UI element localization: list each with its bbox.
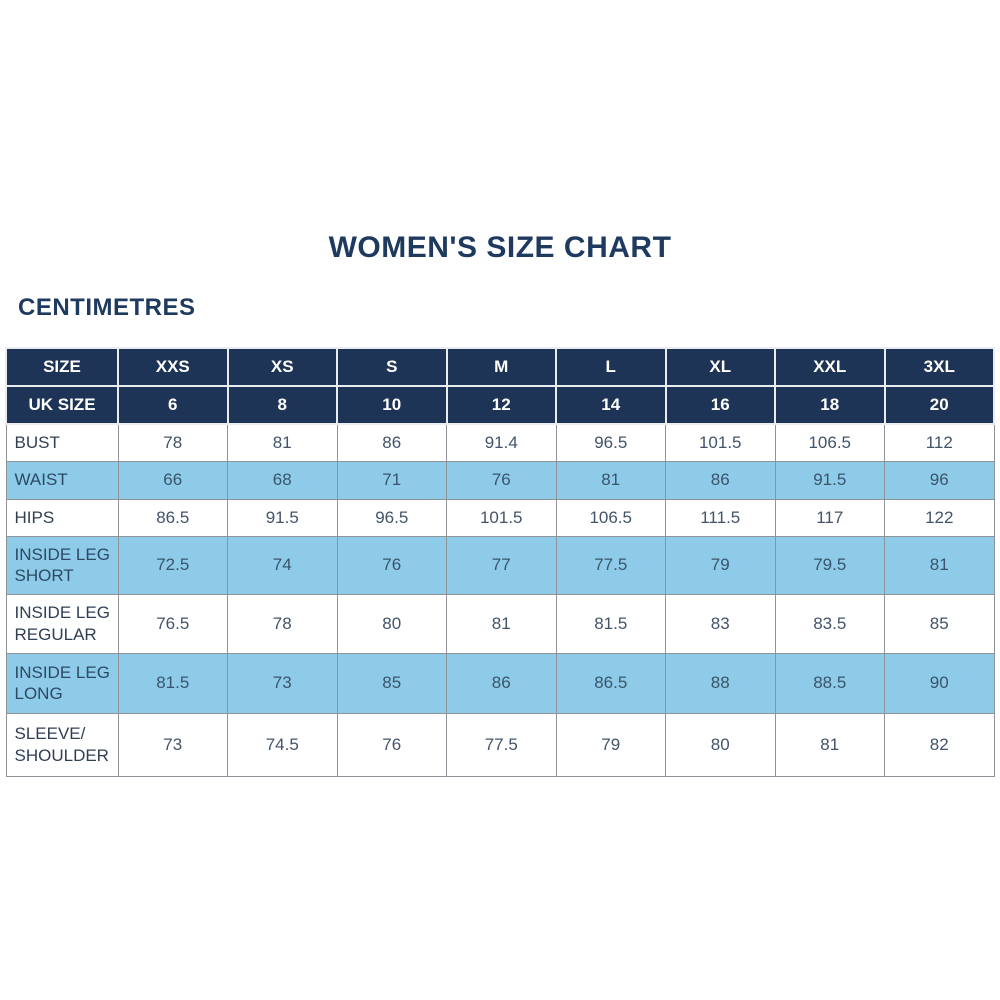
- row-label: INSIDE LEG LONG: [5, 652, 119, 714]
- cell-value: 85: [336, 652, 447, 714]
- cell-value: 106.5: [774, 423, 885, 462]
- cell-value: 101.5: [446, 498, 557, 537]
- cell-value: 81.5: [117, 652, 228, 714]
- size-col-xxl: XXL: [774, 347, 886, 387]
- cell-value: 76: [336, 712, 447, 777]
- uk-size-header-cell: UK SIZE: [5, 385, 119, 425]
- cell-value: 78: [117, 423, 228, 462]
- table-row-sleeve-shoulder: SLEEVE/​SHOULDER 73 74.5 76 77.5 79 80 8…: [5, 712, 995, 777]
- size-col-m: M: [445, 347, 557, 387]
- uk-size-value: 16: [664, 385, 776, 425]
- cell-value: 77.5: [555, 535, 666, 595]
- size-header-cell: SIZE: [5, 347, 119, 387]
- table-row-inside-leg-short: INSIDE LEG SHORT 72.5 74 76 77 77.5 79 7…: [5, 535, 995, 595]
- cell-value: 117: [774, 498, 885, 537]
- cell-value: 81: [884, 535, 995, 595]
- cell-value: 79: [555, 712, 666, 777]
- size-header-row: SIZE XXS XS S M L XL XXL 3XL: [5, 347, 995, 387]
- uk-size-value: 8: [226, 385, 338, 425]
- cell-value: 66: [117, 460, 228, 500]
- table-row-bust: BUST 78 81 86 91.4 96.5 101.5 106.5 112: [5, 423, 995, 462]
- row-label: SLEEVE/​SHOULDER: [5, 712, 119, 777]
- cell-value: 73: [227, 652, 338, 714]
- row-label: BUST: [5, 423, 119, 462]
- cell-value: 73: [117, 712, 228, 777]
- cell-value: 81.5: [555, 593, 666, 654]
- uk-size-header-row: UK SIZE 6 8 10 12 14 16 18 20: [5, 385, 995, 425]
- cell-value: 79.5: [774, 535, 885, 595]
- cell-value: 76.5: [117, 593, 228, 654]
- cell-value: 91.4: [446, 423, 557, 462]
- table-row-hips: HIPS 86.5 91.5 96.5 101.5 106.5 111.5 11…: [5, 498, 995, 537]
- uk-size-value: 12: [445, 385, 557, 425]
- size-chart-table: SIZE XXS XS S M L XL XXL 3XL UK SIZE 6 8…: [5, 347, 995, 777]
- cell-value: 86.5: [117, 498, 228, 537]
- uk-size-value: 10: [336, 385, 448, 425]
- cell-value: 82: [884, 712, 995, 777]
- cell-value: 81: [227, 423, 338, 462]
- cell-value: 79: [665, 535, 776, 595]
- cell-value: 76: [336, 535, 447, 595]
- cell-value: 96.5: [336, 498, 447, 537]
- row-label: WAIST: [5, 460, 119, 500]
- table-row-waist: WAIST 66 68 71 76 81 86 91.5 96: [5, 460, 995, 500]
- unit-label: CENTIMETRES: [18, 294, 196, 321]
- cell-value: 112: [884, 423, 995, 462]
- cell-value: 80: [336, 593, 447, 654]
- row-label: HIPS: [5, 498, 119, 537]
- uk-size-value: 6: [117, 385, 229, 425]
- size-col-xxs: XXS: [117, 347, 229, 387]
- cell-value: 76: [446, 460, 557, 500]
- size-col-xs: XS: [226, 347, 338, 387]
- cell-value: 91.5: [774, 460, 885, 500]
- cell-value: 80: [665, 712, 776, 777]
- cell-value: 78: [227, 593, 338, 654]
- cell-value: 71: [336, 460, 447, 500]
- cell-value: 122: [884, 498, 995, 537]
- cell-value: 81: [774, 712, 885, 777]
- cell-value: 74: [227, 535, 338, 595]
- cell-value: 81: [555, 460, 666, 500]
- cell-value: 106.5: [555, 498, 666, 537]
- cell-value: 74.5: [227, 712, 338, 777]
- cell-value: 85: [884, 593, 995, 654]
- cell-value: 88.5: [774, 652, 885, 714]
- cell-value: 83: [665, 593, 776, 654]
- cell-value: 91.5: [227, 498, 338, 537]
- row-label: INSIDE LEG SHORT: [5, 535, 119, 595]
- page-title: WOMEN'S SIZE CHART: [328, 231, 672, 264]
- size-col-l: L: [555, 347, 667, 387]
- cell-value: 96: [884, 460, 995, 500]
- cell-value: 77: [446, 535, 557, 595]
- cell-value: 86.5: [555, 652, 666, 714]
- uk-size-value: 14: [555, 385, 667, 425]
- cell-value: 88: [665, 652, 776, 714]
- cell-value: 72.5: [117, 535, 228, 595]
- cell-value: 86: [446, 652, 557, 714]
- size-col-3xl: 3XL: [883, 347, 995, 387]
- size-col-s: S: [336, 347, 448, 387]
- table-row-inside-leg-long: INSIDE LEG LONG 81.5 73 85 86 86.5 88 88…: [5, 652, 995, 714]
- cell-value: 81: [446, 593, 557, 654]
- cell-value: 83.5: [774, 593, 885, 654]
- cell-value: 101.5: [665, 423, 776, 462]
- cell-value: 68: [227, 460, 338, 500]
- table-row-inside-leg-regular: INSIDE LEG REGULAR 76.5 78 80 81 81.5 83…: [5, 593, 995, 654]
- cell-value: 77.5: [446, 712, 557, 777]
- size-col-xl: XL: [664, 347, 776, 387]
- cell-value: 86: [336, 423, 447, 462]
- cell-value: 86: [665, 460, 776, 500]
- cell-value: 111.5: [665, 498, 776, 537]
- row-label: INSIDE LEG REGULAR: [5, 593, 119, 654]
- cell-value: 90: [884, 652, 995, 714]
- cell-value: 96.5: [555, 423, 666, 462]
- uk-size-value: 18: [774, 385, 886, 425]
- uk-size-value: 20: [883, 385, 995, 425]
